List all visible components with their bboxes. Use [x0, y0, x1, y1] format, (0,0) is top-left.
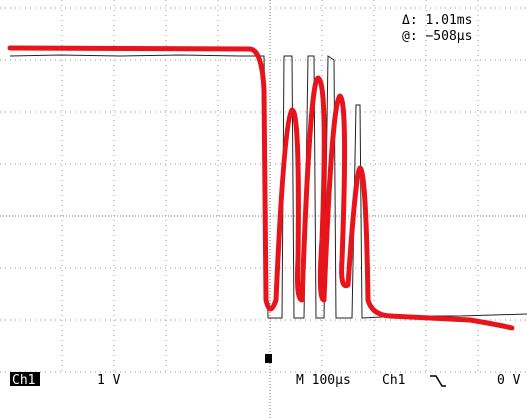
channel-badge: Ch1 [12, 373, 35, 388]
volts-per-div: 1 V [97, 373, 121, 388]
trigger-source: Ch1 [382, 373, 405, 388]
trigger-marker [265, 354, 272, 363]
delta-readout: Δ: 1.01ms [402, 13, 472, 28]
trigger-level: 0 V [497, 373, 521, 388]
position-readout: @: −508µs [402, 29, 472, 44]
scope-screen: Δ: 1.01ms @: −508µs Ch1 1 V M 100µs Ch1 … [0, 0, 527, 418]
timebase: M 100µs [296, 373, 351, 388]
